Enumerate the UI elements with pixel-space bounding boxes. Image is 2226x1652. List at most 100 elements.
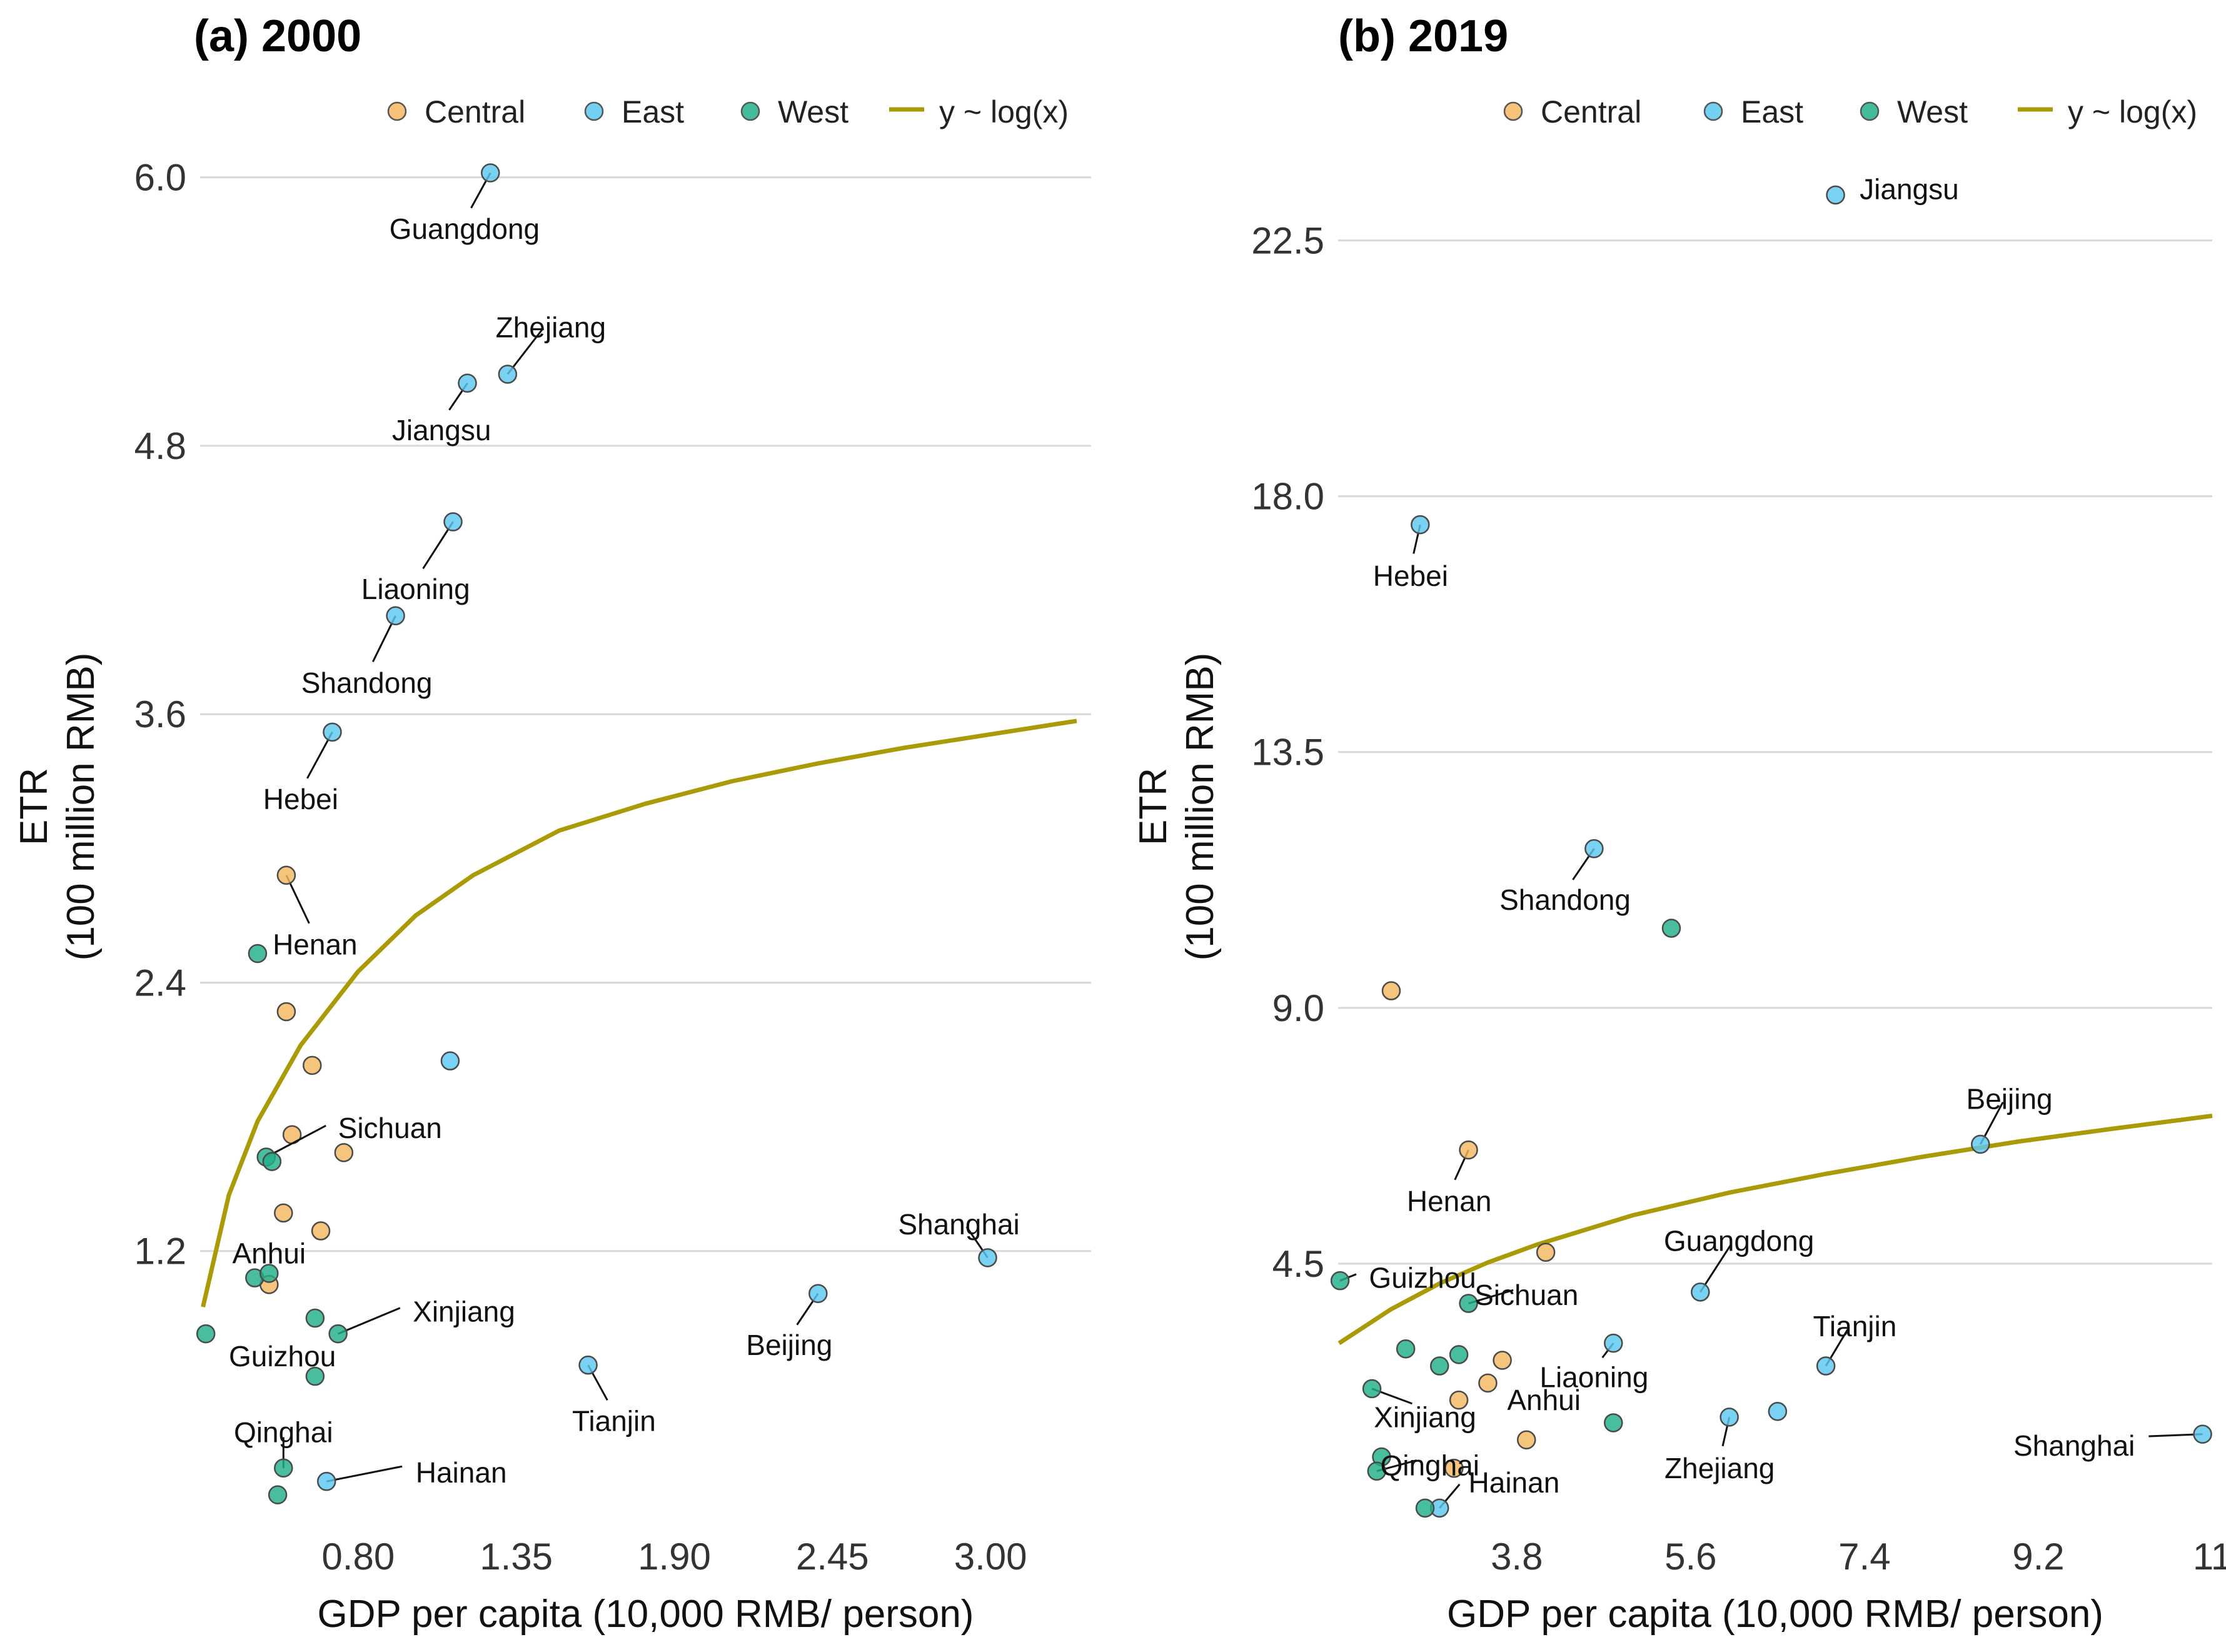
- data-point-west: [1459, 1294, 1478, 1313]
- leader-line-hainan: [326, 1465, 403, 1483]
- data-point-central: [303, 1055, 322, 1075]
- data-point-west: [1449, 1345, 1469, 1364]
- point-label-hainan: Hainan: [416, 1456, 507, 1489]
- point-label-beijing: Beijing: [746, 1329, 832, 1361]
- point-label-guangdong: Guangdong: [1664, 1225, 1814, 1257]
- legend-label-west: West: [1897, 94, 1968, 129]
- data-point-west: [248, 944, 268, 964]
- point-label-shandong: Shandong: [1499, 884, 1631, 916]
- point-label-tianjin: Tianjin: [572, 1405, 656, 1438]
- panel-a-2000: 1.2 2.4 3.6 4.8 6.0 0.80 1.35 1.90 2.45 3.00 (a) 2…: [13, 11, 1091, 1636]
- legend-label-east: East: [1741, 94, 1803, 129]
- x-axis-title: GDP per capita (10,000 RMB/ person): [1447, 1593, 2103, 1636]
- y-axis-title: ETR: [1132, 768, 1175, 845]
- data-point-central: [276, 865, 296, 885]
- point-label-shanghai: Shanghai: [2013, 1429, 2135, 1462]
- data-point-west: [1396, 1339, 1416, 1359]
- legend-label-central: Central: [425, 94, 525, 129]
- data-point-central: [1536, 1242, 1556, 1262]
- data-point-east: [323, 722, 342, 742]
- data-point-central: [1381, 981, 1401, 1000]
- point-label-sichuan: Sichuan: [1474, 1279, 1578, 1311]
- data-point-west: [1429, 1356, 1449, 1376]
- data-point-central: [276, 1002, 296, 1022]
- leader-line-guangdong: [1700, 1243, 1733, 1293]
- data-point-central: [274, 1203, 293, 1223]
- point-label-xinjiang: Xinjiang: [413, 1295, 515, 1327]
- data-point-west: [1415, 1498, 1435, 1518]
- point-label-anhui: Anhui: [232, 1237, 306, 1269]
- data-point-east: [1584, 839, 1604, 859]
- legend-marker-west: [1860, 101, 1880, 121]
- x-tick-label: 9.2: [2012, 1536, 2064, 1578]
- point-label-guizhou: Guizhou: [229, 1340, 336, 1372]
- y-tick-label: 4.8: [134, 425, 186, 467]
- data-point-east: [578, 1355, 598, 1375]
- data-point-west: [262, 1152, 282, 1171]
- panel-b-2019: 4.5 9.0 13.5 18.0 22.5 3.8 5.6 7.4 9.2 11 (b) 2019…: [1132, 11, 2226, 1636]
- data-point-east: [1604, 1333, 1623, 1353]
- point-label-qinghai: Qinghai: [234, 1416, 333, 1448]
- leader-line-sichuan: [266, 1124, 326, 1158]
- data-point-east: [443, 512, 463, 531]
- data-point-west: [1367, 1461, 1387, 1481]
- point-label-shanghai: Shanghai: [898, 1208, 1019, 1241]
- data-point-west: [1362, 1379, 1382, 1399]
- legend-marker-west: [740, 101, 760, 121]
- data-point-east: [386, 606, 405, 626]
- y-tick-label: 9.0: [1272, 987, 1324, 1029]
- legend-marker-east: [584, 101, 604, 121]
- point-label-shandong: Shandong: [301, 667, 433, 699]
- data-point-east: [1691, 1282, 1710, 1302]
- data-point-east: [1720, 1408, 1739, 1427]
- data-point-east: [1826, 185, 1845, 205]
- point-label-guangdong: Guangdong: [390, 213, 540, 245]
- y-axis-title-units: (100 million RMB): [1179, 653, 1222, 961]
- data-point-central: [1444, 1458, 1464, 1478]
- y-axis-title-units: (100 million RMB): [59, 653, 103, 961]
- data-point-east: [1768, 1402, 1788, 1421]
- point-label-henan: Henan: [1407, 1185, 1492, 1217]
- point-label-zhejiang: Zhejiang: [496, 311, 606, 343]
- data-point-west: [305, 1308, 325, 1328]
- y-tick-label: 1.2: [134, 1231, 186, 1272]
- legend-label-central: Central: [1541, 94, 1641, 129]
- x-axis-title: GDP per capita (10,000 RMB/ person): [318, 1593, 974, 1636]
- data-point-east: [978, 1248, 997, 1267]
- data-point-west: [328, 1324, 348, 1344]
- point-label-jiangsu: Jiangsu: [392, 414, 491, 446]
- y-axis-title: ETR: [13, 768, 56, 845]
- data-point-east: [1971, 1134, 1990, 1154]
- data-point-east: [317, 1471, 336, 1491]
- data-point-west: [268, 1485, 288, 1504]
- x-tick-label: 3.8: [1491, 1536, 1543, 1578]
- legend-label-y-log-x: y ~ log(x): [2068, 94, 2197, 129]
- point-label-hainan: Hainan: [1469, 1466, 1560, 1499]
- data-point-east: [481, 163, 500, 183]
- data-point-east: [2193, 1424, 2212, 1444]
- data-point-west: [1661, 919, 1681, 938]
- data-point-central: [1493, 1351, 1512, 1370]
- legend-label-y-log-x: y ~ log(x): [939, 94, 1069, 129]
- data-point-central: [1449, 1390, 1469, 1410]
- data-point-west: [305, 1366, 325, 1386]
- x-tick-label: 2.45: [796, 1536, 869, 1578]
- point-label-zhejiang: Zhejiang: [1664, 1452, 1775, 1484]
- panel-title: (a) 2000: [194, 11, 361, 61]
- legend-label-west: West: [778, 94, 849, 129]
- data-point-east: [440, 1051, 460, 1070]
- leader-line-xinjiang: [338, 1307, 401, 1335]
- data-point-central: [311, 1221, 331, 1241]
- x-tick-label: 3.00: [954, 1536, 1027, 1578]
- x-tick-label: 1.35: [480, 1536, 553, 1578]
- y-tick-label: 13.5: [1251, 732, 1324, 773]
- x-tick-label: 0.80: [321, 1536, 395, 1578]
- data-point-east: [1411, 515, 1430, 535]
- legend-marker-central: [1503, 101, 1523, 121]
- point-label-hebei: Hebei: [1373, 560, 1448, 592]
- data-point-east: [1816, 1356, 1836, 1376]
- data-point-west: [196, 1324, 216, 1344]
- data-point-central: [334, 1143, 354, 1162]
- y-tick-label: 4.5: [1272, 1243, 1324, 1285]
